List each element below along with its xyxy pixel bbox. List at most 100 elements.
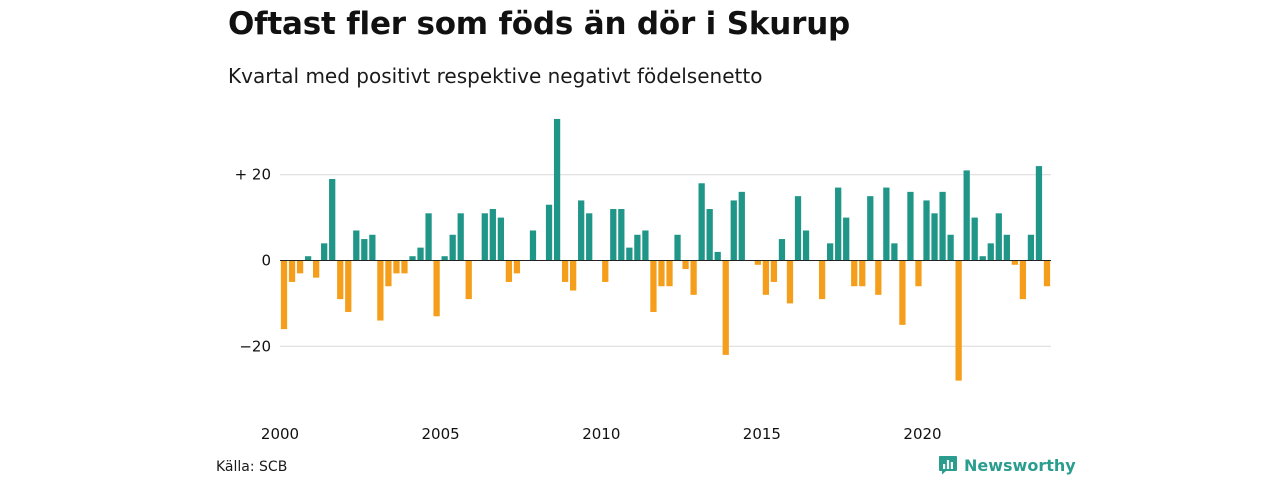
bar <box>835 187 842 261</box>
bar <box>738 191 745 261</box>
y-tick-label: 0 <box>261 252 271 270</box>
x-tick-label: 2015 <box>743 425 781 443</box>
bar <box>650 260 657 312</box>
bar <box>794 196 802 261</box>
newsworthy-logo-icon <box>939 456 957 475</box>
bar <box>457 213 464 261</box>
bar <box>947 234 954 261</box>
bar <box>915 260 922 287</box>
x-tick-label: 2000 <box>261 425 299 443</box>
bar <box>778 239 786 261</box>
x-tick-label: 2020 <box>903 425 941 443</box>
bar <box>618 209 625 261</box>
bar <box>393 260 400 274</box>
x-tick-label: 2010 <box>582 425 620 443</box>
bar <box>843 217 850 261</box>
bar <box>786 260 794 304</box>
bar <box>553 118 561 261</box>
y-tick-label: + 20 <box>235 166 271 184</box>
y-tick-labels: + 20 0 −20 <box>235 166 271 356</box>
brand-logo: Newsworthy <box>938 455 1076 475</box>
bar <box>465 260 472 300</box>
bar <box>329 178 336 261</box>
bar <box>939 191 946 261</box>
bar <box>827 243 834 261</box>
bar <box>802 230 810 261</box>
bar <box>296 260 304 274</box>
bar <box>955 260 962 381</box>
bar <box>987 243 994 261</box>
bar <box>425 213 432 261</box>
bar <box>1003 234 1010 261</box>
bar <box>610 209 617 261</box>
chart-subtitle: Kvartal med positivt respektive negativt… <box>228 64 763 88</box>
bar <box>714 251 721 261</box>
bar <box>1035 166 1043 261</box>
bar <box>626 247 633 261</box>
x-tick-label: 2005 <box>422 425 460 443</box>
bar <box>280 260 288 330</box>
bar <box>899 260 906 325</box>
x-tick-labels: 2000 2005 2010 2015 2020 <box>261 425 942 443</box>
bars <box>280 118 1051 381</box>
bar <box>762 260 770 295</box>
bar <box>497 217 504 261</box>
bar <box>353 230 360 261</box>
bar <box>377 260 384 321</box>
bar <box>730 200 737 261</box>
bar <box>963 170 970 261</box>
bar <box>666 260 673 287</box>
bar <box>931 213 938 261</box>
bar <box>818 260 826 300</box>
bar <box>513 260 521 274</box>
bar <box>971 217 978 261</box>
bar <box>658 260 665 287</box>
bar <box>867 196 874 261</box>
bar <box>698 183 705 261</box>
bar <box>529 230 537 261</box>
bar <box>449 234 456 261</box>
bar <box>851 260 858 287</box>
bar <box>859 260 866 287</box>
y-tick-label: −20 <box>239 337 271 355</box>
bar <box>489 209 496 261</box>
bar <box>288 260 296 282</box>
bar <box>674 234 681 261</box>
bar <box>561 260 569 282</box>
bar <box>586 213 593 261</box>
bar <box>602 260 609 282</box>
bar <box>1043 260 1051 287</box>
bar <box>401 260 408 274</box>
bar <box>545 204 553 261</box>
bar <box>441 256 448 261</box>
bar <box>1027 234 1035 261</box>
bar <box>770 260 778 282</box>
bar <box>313 260 320 278</box>
bar <box>578 200 585 261</box>
bar <box>690 260 697 295</box>
bar <box>1019 260 1027 300</box>
bar <box>409 256 416 261</box>
bar <box>570 260 577 291</box>
bar <box>923 200 930 261</box>
bar <box>682 260 689 270</box>
chart-title: Oftast fler som föds än dör i Skurup <box>228 6 851 42</box>
bar <box>642 230 649 261</box>
bar <box>417 247 424 261</box>
bar <box>979 256 986 261</box>
bar <box>321 243 328 261</box>
bar <box>1011 260 1018 265</box>
bar <box>385 260 392 287</box>
bar <box>883 187 890 261</box>
bar <box>304 256 312 261</box>
bar <box>505 260 513 282</box>
bar <box>907 191 914 261</box>
bar <box>481 213 488 261</box>
bar <box>634 234 641 261</box>
source-note: Källa: SCB <box>216 459 288 475</box>
bar <box>891 243 898 261</box>
brand-name: Newsworthy <box>964 455 1076 475</box>
bar <box>345 260 352 312</box>
bar <box>706 209 713 261</box>
